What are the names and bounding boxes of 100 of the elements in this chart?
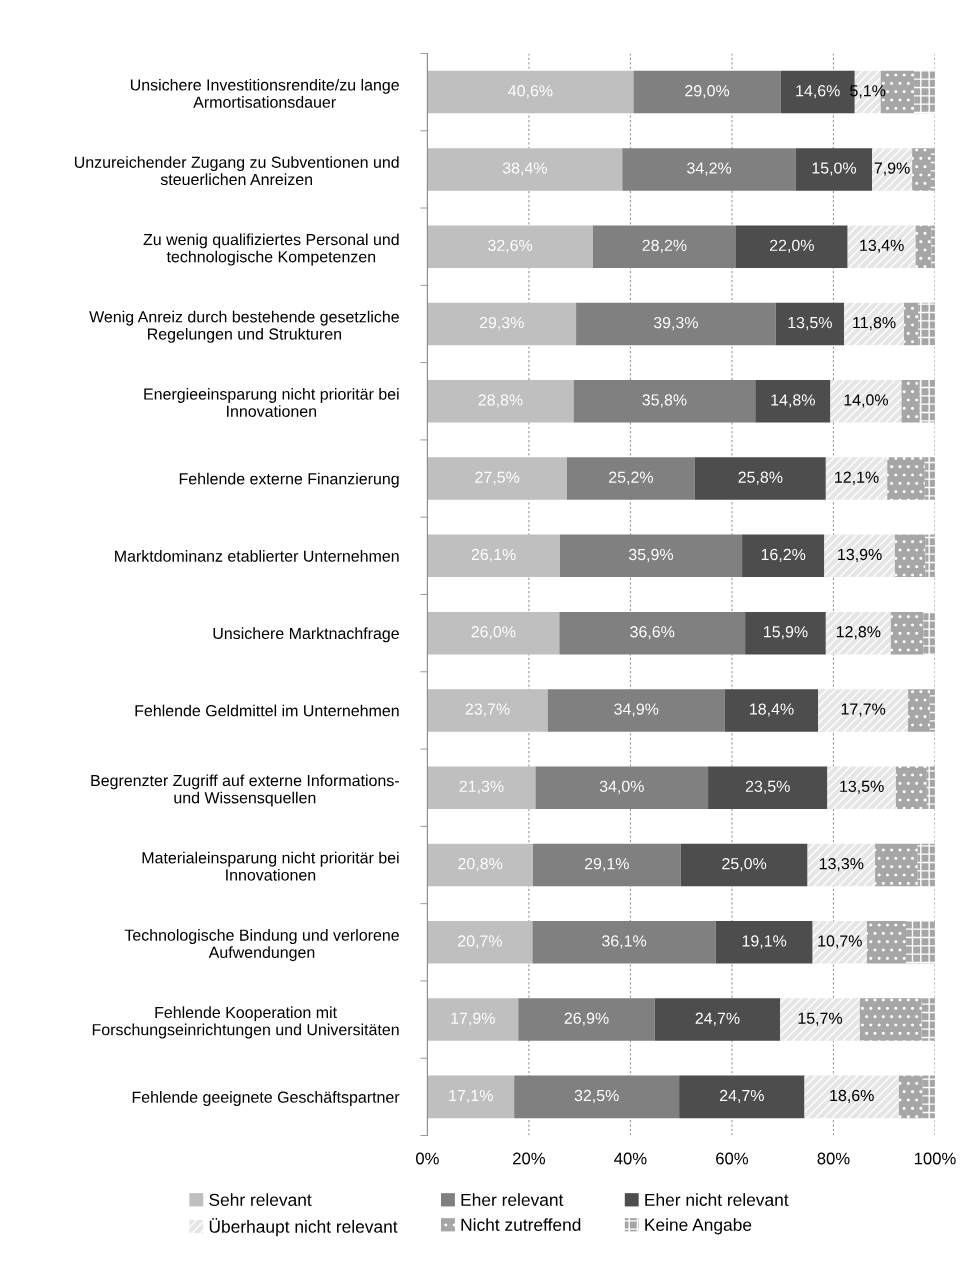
legend-label: Überhaupt nicht relevant xyxy=(209,1218,398,1237)
bar xyxy=(919,380,935,423)
bar xyxy=(780,998,860,1041)
bar xyxy=(654,998,781,1041)
data-label: 14,6% xyxy=(796,85,840,99)
bar xyxy=(825,457,888,500)
y-tick-label: Fehlende Kooperation mit Forschungseinrichtungen und Universitäten xyxy=(92,1006,399,1039)
bar xyxy=(622,148,796,191)
data-label: 12,8% xyxy=(836,626,881,640)
bar xyxy=(912,148,931,191)
bar xyxy=(918,302,935,346)
data-label: 23,5% xyxy=(745,780,790,794)
legend-label: Eher nicht relevant xyxy=(645,1193,789,1206)
x-tick-label: 80% xyxy=(817,1152,850,1165)
data-label: 34,9% xyxy=(614,703,659,717)
bar xyxy=(633,70,781,114)
bar xyxy=(427,380,574,423)
y-tick-label: Energieeinsparung nicht prioritär bei Innovationen xyxy=(144,388,399,417)
data-label: 25,2% xyxy=(609,471,653,485)
bar xyxy=(427,70,634,114)
bar xyxy=(427,998,519,1041)
bar xyxy=(807,843,876,887)
legend-label: Sehr relevant xyxy=(209,1193,312,1206)
bar xyxy=(901,380,920,423)
data-label: 29,1% xyxy=(584,857,629,872)
bar xyxy=(427,1075,515,1119)
data-label: 34,2% xyxy=(687,162,732,176)
bar xyxy=(906,921,935,964)
bar xyxy=(827,766,896,809)
x-tick-label: 60% xyxy=(716,1152,749,1165)
bar xyxy=(559,611,746,655)
bar xyxy=(427,534,560,578)
y-tick-label: Unsichere Marktnachfrage xyxy=(213,627,399,643)
data-label: 27,5% xyxy=(475,471,520,485)
data-label: 21,3% xyxy=(459,780,504,794)
bar xyxy=(859,998,922,1041)
y-tick-label: Materialeinsparung nicht prioritär bei Innovationen xyxy=(142,851,399,881)
data-label: 39,3% xyxy=(653,316,698,331)
bar xyxy=(872,148,913,191)
bar xyxy=(427,611,560,655)
bar xyxy=(755,380,831,423)
bar xyxy=(592,225,736,268)
data-label: 13,3% xyxy=(819,857,864,872)
x-tick-label: 20% xyxy=(513,1152,545,1165)
bar xyxy=(875,843,918,887)
data-label: 13,9% xyxy=(838,548,882,563)
data-label: 29,0% xyxy=(685,85,730,99)
bar xyxy=(715,921,813,964)
bar xyxy=(914,70,935,114)
bar xyxy=(775,302,845,346)
y-tick-label: Fehlende Geldmittel im Unternehmen xyxy=(135,704,399,717)
data-label: 28,2% xyxy=(642,239,687,253)
data-label: 29,3% xyxy=(479,316,524,331)
data-label: 34,0% xyxy=(599,780,644,794)
y-tick-label: Unsichere Investitionsrendite/zu lange Armortisationsdauer xyxy=(130,78,399,108)
legend-label: Nicht zutreffend xyxy=(461,1218,581,1231)
bar xyxy=(680,843,808,887)
bar xyxy=(908,689,930,732)
bar xyxy=(573,380,756,423)
data-label: 22,0% xyxy=(769,239,814,253)
data-label: 12,1% xyxy=(835,471,879,485)
bar xyxy=(904,302,919,346)
data-label: 13,5% xyxy=(840,780,884,794)
bar xyxy=(921,998,935,1041)
bar xyxy=(427,921,533,964)
bar xyxy=(679,1075,805,1119)
bar xyxy=(532,921,716,964)
y-tick-label: Marktdominanz etablierter Unternehmen xyxy=(115,550,399,562)
data-label: 17,1% xyxy=(449,1089,493,1104)
bar xyxy=(547,689,725,732)
data-label: 17,7% xyxy=(841,703,886,717)
data-label: 26,0% xyxy=(471,626,516,640)
bar xyxy=(427,843,533,887)
data-label: 14,8% xyxy=(771,394,815,408)
y-tick-label: Begrenzter Zugriff auf externe Informations- und Wissensquellen xyxy=(91,774,399,807)
bar xyxy=(708,766,828,809)
bar xyxy=(818,689,909,732)
data-label: 19,1% xyxy=(742,935,787,949)
data-label: 24,7% xyxy=(695,1012,740,1026)
data-label: 17,9% xyxy=(451,1012,495,1026)
data-label: 15,7% xyxy=(798,1012,843,1026)
legend-label: Keine Angabe xyxy=(645,1218,752,1235)
data-label: 13,5% xyxy=(788,316,832,331)
data-label: 20,8% xyxy=(458,857,503,872)
bar xyxy=(804,1075,899,1119)
data-label: 36,1% xyxy=(602,935,647,949)
data-label: 25,8% xyxy=(738,471,783,485)
bar xyxy=(847,225,916,268)
data-label: 18,6% xyxy=(830,1089,874,1104)
legend-label: Eher relevant xyxy=(461,1193,564,1206)
data-label: 16,2% xyxy=(761,548,806,563)
x-tick-label: 100% xyxy=(914,1152,956,1165)
data-label: 35,9% xyxy=(628,548,674,563)
bar xyxy=(795,148,873,191)
bar xyxy=(514,1075,680,1119)
data-label: 38,4% xyxy=(502,162,547,176)
bar xyxy=(830,380,902,423)
bar xyxy=(887,457,925,500)
y-tick-label: Fehlende geeignete Geschäftspartner xyxy=(132,1091,400,1106)
data-label: 25,0% xyxy=(722,857,767,872)
